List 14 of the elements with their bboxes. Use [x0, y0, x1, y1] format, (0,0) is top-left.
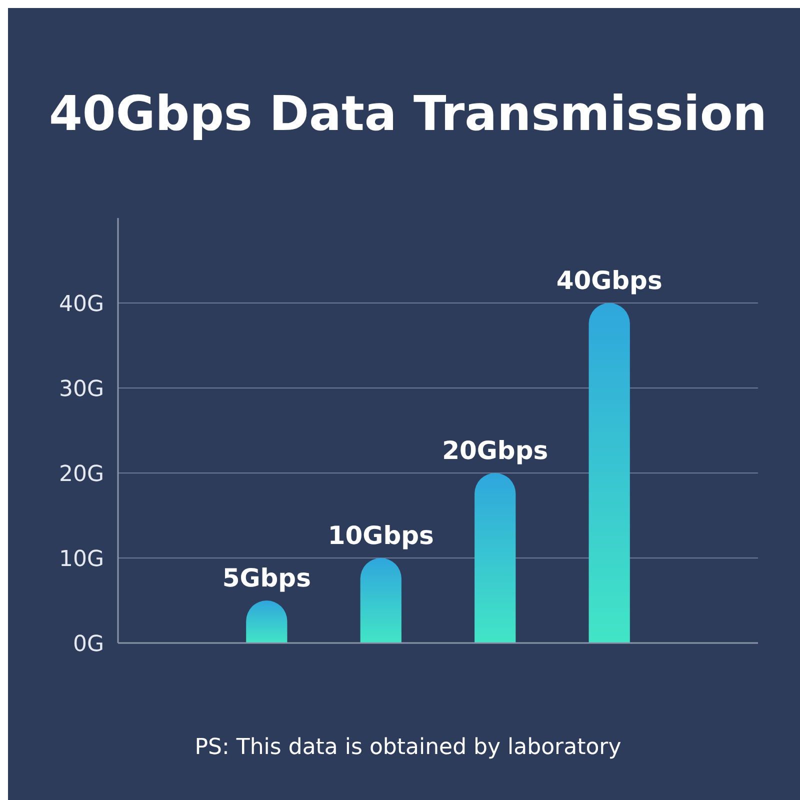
y-tick-label: 0G — [72, 632, 104, 657]
bar — [360, 558, 402, 643]
text: PS: This data is obtained by laboratory — [194, 735, 622, 760]
y-tick-label: 30G — [58, 377, 104, 402]
data-label: 40Gbps — [556, 266, 662, 295]
bar — [474, 473, 516, 643]
bar — [588, 303, 630, 643]
y-tick-label: 10G — [58, 547, 104, 572]
data-label: 20Gbps — [442, 436, 548, 465]
data-label: 10Gbps — [328, 521, 434, 550]
data-label: 5Gbps — [222, 564, 311, 592]
y-tick-label: 20G — [58, 462, 104, 487]
y-tick-label: 40G — [58, 292, 104, 317]
chart-title: 40Gbps Data Transmission — [49, 86, 767, 142]
